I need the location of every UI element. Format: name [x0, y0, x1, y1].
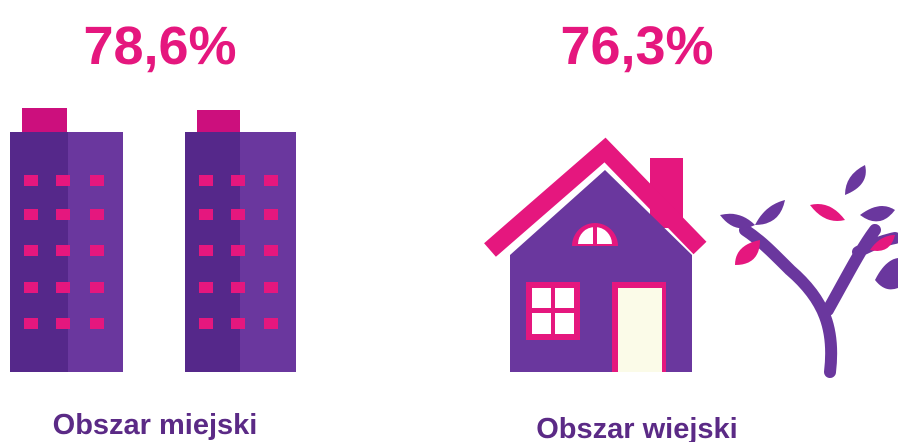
- window: [90, 175, 104, 186]
- window: [56, 282, 70, 293]
- window: [231, 175, 245, 186]
- window: [231, 209, 245, 220]
- tree: [720, 165, 898, 378]
- window: [90, 318, 104, 329]
- rural-percentage: 76,3%: [560, 16, 713, 76]
- window: [90, 245, 104, 256]
- window: [24, 318, 38, 329]
- window: [199, 282, 213, 293]
- house: [484, 137, 707, 372]
- window: [264, 209, 278, 220]
- window: [56, 209, 70, 220]
- window: [199, 245, 213, 256]
- window: [24, 245, 38, 256]
- window: [264, 282, 278, 293]
- window: [56, 245, 70, 256]
- window: [24, 282, 38, 293]
- window: [264, 245, 278, 256]
- apartment-buildings: [10, 108, 296, 372]
- window: [231, 245, 245, 256]
- window: [56, 318, 70, 329]
- urban-percentage: 78,6%: [83, 16, 236, 76]
- window: [24, 209, 38, 220]
- window: [231, 282, 245, 293]
- window: [264, 318, 278, 329]
- window: [199, 318, 213, 329]
- window: [24, 175, 38, 186]
- window: [199, 175, 213, 186]
- window: [199, 209, 213, 220]
- window: [90, 282, 104, 293]
- window: [90, 209, 104, 220]
- window: [264, 175, 278, 186]
- rural-label: Obszar wiejski: [536, 413, 738, 442]
- window: [231, 318, 245, 329]
- window: [56, 175, 70, 186]
- urban-label: Obszar miejski: [53, 409, 258, 441]
